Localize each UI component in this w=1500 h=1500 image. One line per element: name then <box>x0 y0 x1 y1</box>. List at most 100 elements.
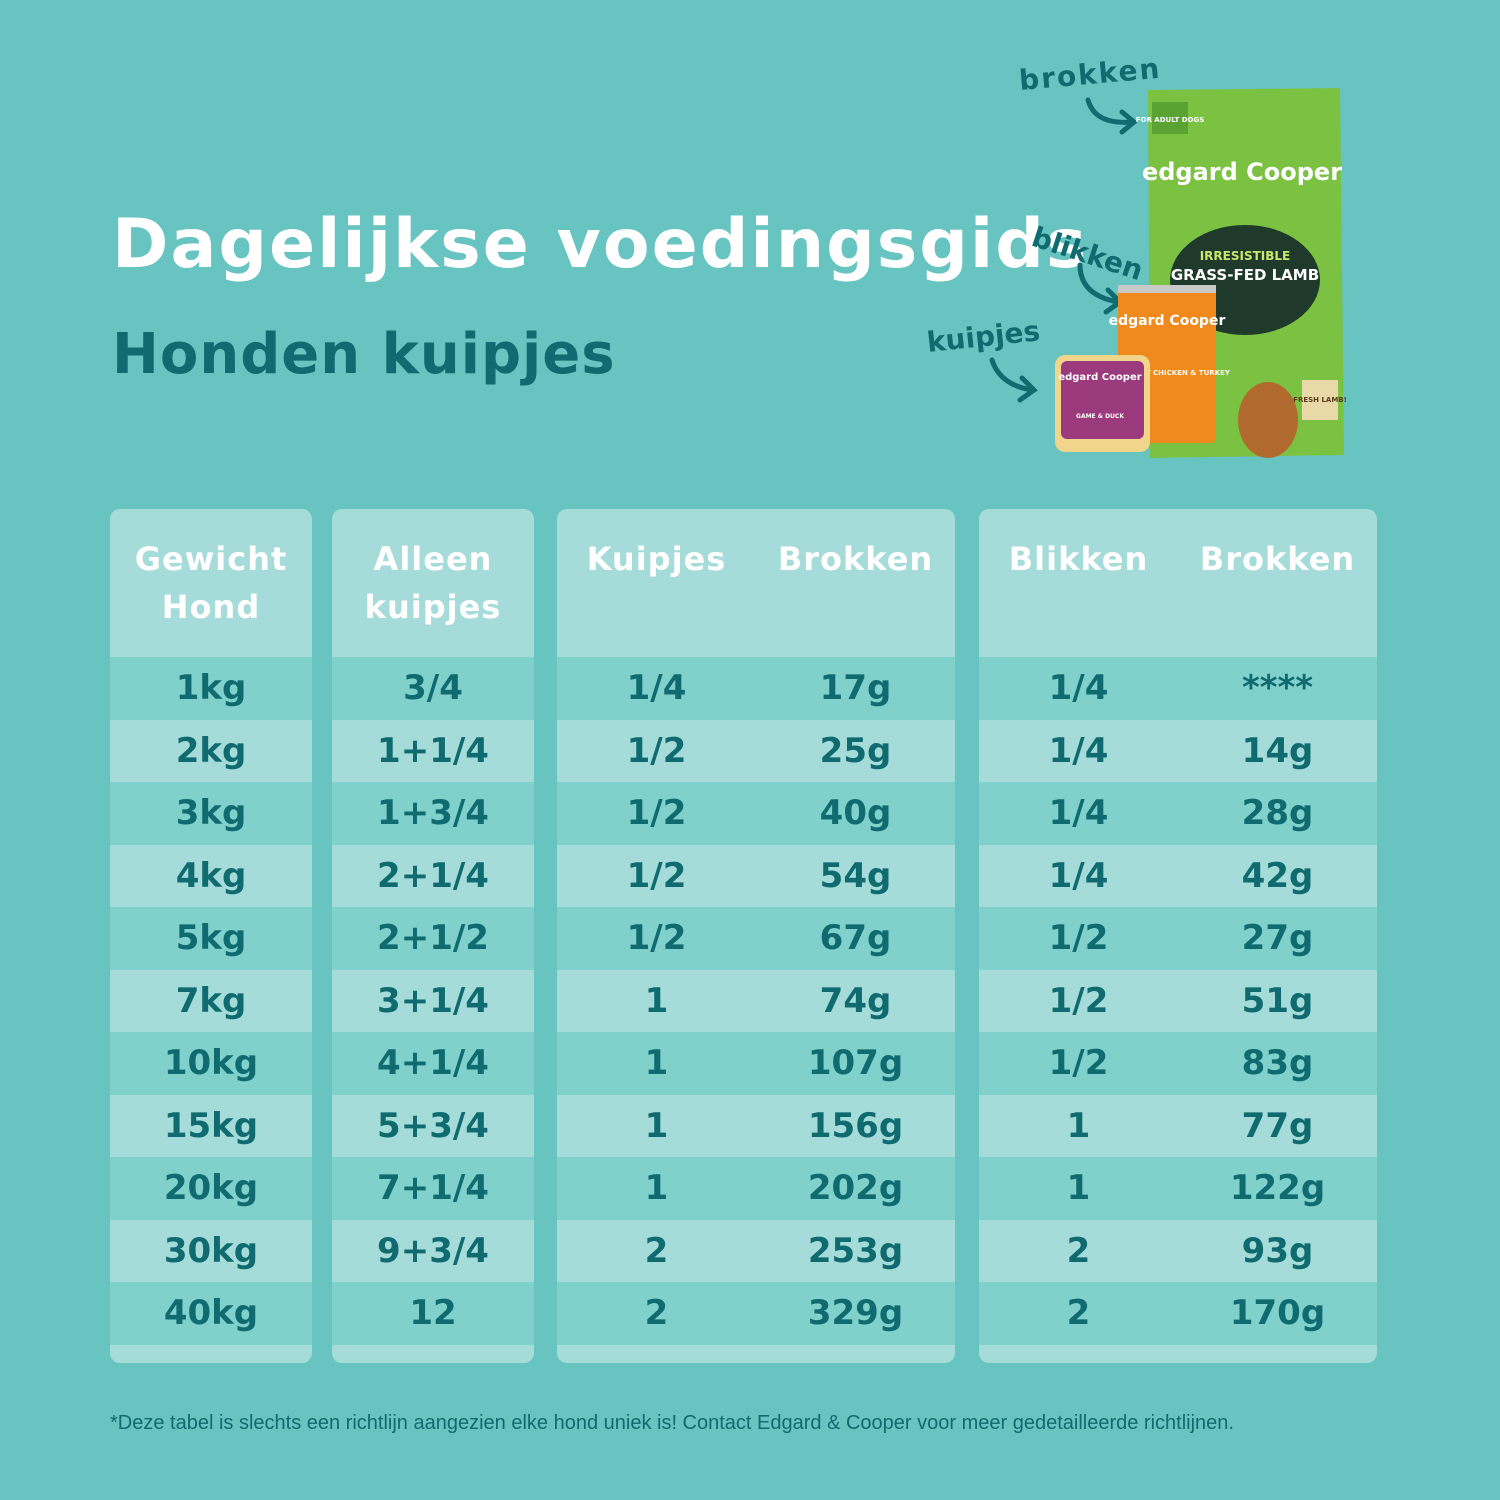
table-cell: 2+1/4 <box>377 855 489 896</box>
table-cell: 1 <box>644 980 669 1021</box>
table-row: 4+1/4 <box>332 1032 534 1095</box>
table-cell: 42g <box>1241 855 1314 896</box>
header-cell: Brokken <box>777 540 934 578</box>
table-cell: 10kg <box>163 1043 259 1084</box>
table-header: Alleen kuipjes <box>332 509 534 655</box>
table-row: 5+3/4 <box>332 1094 534 1157</box>
table-cell: 14g <box>1241 730 1314 771</box>
tray-label <box>1061 361 1144 439</box>
table-cell: 170g <box>1229 1293 1326 1334</box>
table-row: 1 77g <box>979 1094 1377 1157</box>
table-cell: 54g <box>819 855 892 896</box>
table-row: 1/4 17g <box>557 657 955 720</box>
table-cell: 2+1/2 <box>377 918 489 959</box>
table-cell: 30kg <box>163 1230 259 1271</box>
table-cell: 51g <box>1241 980 1314 1021</box>
table-cell: 2 <box>1066 1293 1091 1334</box>
table-cell: 74g <box>819 980 892 1021</box>
bag-badge: FOR ADULT DOGS <box>1136 116 1205 124</box>
footnote: *Deze tabel is slechts een richtlijn aan… <box>110 1412 1234 1434</box>
table-row: 1/2 25g <box>557 719 955 782</box>
table-header: Blikken Brokken <box>979 509 1377 655</box>
table-cell: **** <box>1241 668 1314 709</box>
table-cell: 3/4 <box>403 668 463 709</box>
table-cell: 1/4 <box>1048 730 1109 771</box>
bag-line1: IRRESISTIBLE <box>1200 249 1291 263</box>
bag-brand: edgard Cooper <box>1142 158 1342 186</box>
table-cell: 15kg <box>163 1105 259 1146</box>
table-row: 1 107g <box>557 1032 955 1095</box>
table-cell: 40kg <box>163 1293 259 1334</box>
header-cell: Gewicht Hond <box>134 540 288 626</box>
table-cell: 253g <box>807 1230 904 1271</box>
table-row: 12 <box>332 1282 534 1345</box>
table-row: 1 122g <box>979 1157 1377 1220</box>
table-row: 15kg <box>110 1094 312 1157</box>
table-cell: 4+1/4 <box>377 1043 489 1084</box>
tray-text: GAME & DUCK <box>1076 413 1124 420</box>
table-row: 3+1/4 <box>332 969 534 1032</box>
table-cell: 2 <box>644 1293 669 1334</box>
table-row: 7+1/4 <box>332 1157 534 1220</box>
table-cell: 12 <box>409 1293 457 1334</box>
table-row: 2kg <box>110 719 312 782</box>
table-panel: Blikken Brokken 1/4 **** 1/4 14g 1/4 28g 1/4 42g 1… <box>979 509 1377 1363</box>
table-cell: 202g <box>807 1168 904 1209</box>
table-cell: 40g <box>819 793 892 834</box>
table-cell: 156g <box>807 1105 904 1146</box>
table-row: 1 74g <box>557 969 955 1032</box>
table-cell: 1/2 <box>626 730 687 771</box>
table-row: 9+3/4 <box>332 1219 534 1282</box>
table-cell: 5kg <box>175 918 247 959</box>
table-cell: 1/2 <box>626 918 687 959</box>
table-cell: 1/2 <box>1048 1043 1109 1084</box>
table-cell: 1/2 <box>1048 918 1109 959</box>
table-cell: 107g <box>807 1043 904 1084</box>
table-row: 1 202g <box>557 1157 955 1220</box>
table-header: Kuipjes Brokken <box>557 509 955 655</box>
table-row: 3kg <box>110 782 312 845</box>
header-cell: Kuipjes <box>586 540 727 578</box>
table-row: 1/2 54g <box>557 844 955 907</box>
table-cell: 17g <box>819 668 892 709</box>
table-row: 7kg <box>110 969 312 1032</box>
table-cell: 1+1/4 <box>377 730 489 771</box>
table-cell: 83g <box>1241 1043 1314 1084</box>
table-cell: 5+3/4 <box>377 1105 489 1146</box>
table-cell: 7+1/4 <box>377 1168 489 1209</box>
table-row: 1/2 67g <box>557 907 955 970</box>
table-cell: 25g <box>819 730 892 771</box>
table-row: 1/4 14g <box>979 719 1377 782</box>
table-cell: 2 <box>644 1230 669 1271</box>
table-cell: 1 <box>1066 1105 1091 1146</box>
table-row: 30kg <box>110 1219 312 1282</box>
table-cell: 3kg <box>175 793 247 834</box>
table-row: 4kg <box>110 844 312 907</box>
table-row: 2+1/2 <box>332 907 534 970</box>
table-cell: 20kg <box>163 1168 259 1209</box>
table-row: 20kg <box>110 1157 312 1220</box>
bag-line2: GRASS-FED LAMB <box>1171 266 1319 284</box>
table-cell: 1+3/4 <box>377 793 489 834</box>
table-cell: 4kg <box>175 855 247 896</box>
table-panel: Gewicht Hond 1kg 2kg 3kg 4kg 5kg 7kg 10kg 15kg 20… <box>110 509 312 1363</box>
table-row: 2 93g <box>979 1219 1377 1282</box>
table-row: 2 329g <box>557 1282 955 1345</box>
table-cell: 28g <box>1241 793 1314 834</box>
table-row: 1/2 27g <box>979 907 1377 970</box>
table-row: 1/4 28g <box>979 782 1377 845</box>
table-row: 3/4 <box>332 657 534 720</box>
table-row: 40kg <box>110 1282 312 1345</box>
table-cell: 27g <box>1241 918 1314 959</box>
subtitle: Honden kuipjes <box>112 322 616 387</box>
table-row: 10kg <box>110 1032 312 1095</box>
can-text: SUCCULENT CHICKEN & TURKEY <box>1104 369 1231 377</box>
table-header: Gewicht Hond <box>110 509 312 655</box>
table-row: 1+1/4 <box>332 719 534 782</box>
can-rim <box>1118 285 1216 293</box>
table-cell: 122g <box>1229 1168 1326 1209</box>
table-cell: 9+3/4 <box>377 1230 489 1271</box>
can-brand: edgard Cooper <box>1109 313 1226 329</box>
table-row: 1/2 51g <box>979 969 1377 1032</box>
